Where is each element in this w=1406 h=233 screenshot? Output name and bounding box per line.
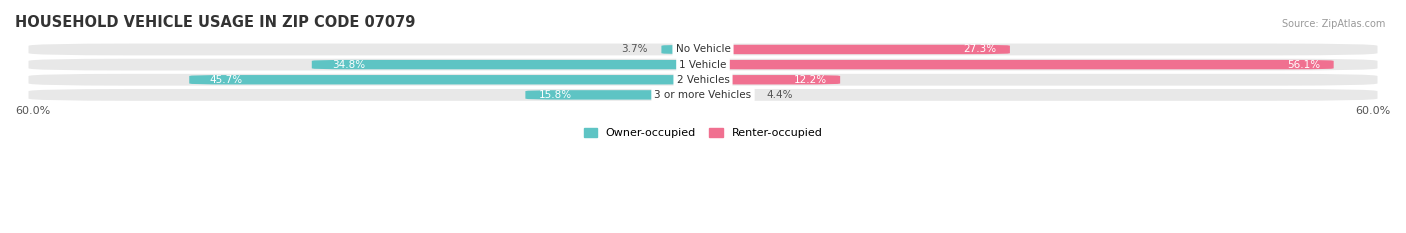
Text: Source: ZipAtlas.com: Source: ZipAtlas.com [1281, 19, 1385, 29]
Text: 2 Vehicles: 2 Vehicles [676, 75, 730, 85]
Text: 45.7%: 45.7% [209, 75, 243, 85]
Text: No Vehicle: No Vehicle [675, 45, 731, 55]
FancyBboxPatch shape [526, 90, 703, 99]
FancyBboxPatch shape [28, 44, 1378, 55]
FancyBboxPatch shape [661, 45, 703, 54]
Text: 15.8%: 15.8% [538, 90, 572, 100]
FancyBboxPatch shape [190, 75, 703, 84]
FancyBboxPatch shape [703, 60, 1334, 69]
FancyBboxPatch shape [703, 75, 841, 84]
FancyBboxPatch shape [703, 45, 1010, 54]
Text: 3 or more Vehicles: 3 or more Vehicles [654, 90, 752, 100]
FancyBboxPatch shape [703, 90, 752, 99]
Text: 56.1%: 56.1% [1286, 60, 1320, 70]
Text: 27.3%: 27.3% [963, 45, 997, 55]
FancyBboxPatch shape [28, 74, 1378, 86]
Text: HOUSEHOLD VEHICLE USAGE IN ZIP CODE 07079: HOUSEHOLD VEHICLE USAGE IN ZIP CODE 0707… [15, 15, 415, 30]
Legend: Owner-occupied, Renter-occupied: Owner-occupied, Renter-occupied [583, 128, 823, 138]
Text: 4.4%: 4.4% [766, 90, 793, 100]
Text: 3.7%: 3.7% [621, 45, 648, 55]
FancyBboxPatch shape [28, 89, 1378, 101]
Text: 60.0%: 60.0% [1355, 106, 1391, 116]
Text: 34.8%: 34.8% [332, 60, 366, 70]
Text: 60.0%: 60.0% [15, 106, 51, 116]
FancyBboxPatch shape [312, 60, 703, 69]
Text: 1 Vehicle: 1 Vehicle [679, 60, 727, 70]
Text: 12.2%: 12.2% [793, 75, 827, 85]
FancyBboxPatch shape [28, 59, 1378, 71]
